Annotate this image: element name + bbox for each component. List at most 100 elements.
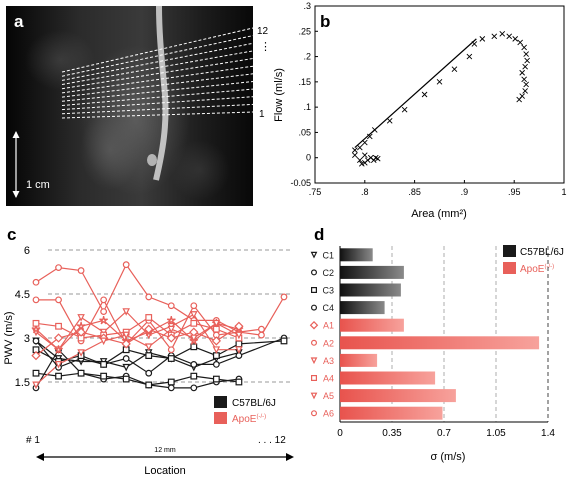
data-point xyxy=(167,346,175,354)
series-line xyxy=(35,316,240,339)
data-point xyxy=(352,152,358,159)
panel-a: a 12 ⋮ 1 1 cm xyxy=(6,6,271,206)
plot-frame-b xyxy=(314,5,565,184)
category-label: C4 xyxy=(322,303,334,313)
data-point xyxy=(471,41,478,47)
category-label: A6 xyxy=(323,409,334,419)
data-point xyxy=(190,372,198,380)
category-marker-icon xyxy=(309,320,319,330)
y-tick-label-c: 1.5 xyxy=(15,377,30,389)
data-point xyxy=(235,378,243,386)
y-tick-label-c: 6 xyxy=(24,245,30,257)
legend-swatch-apoe-d xyxy=(503,262,516,274)
legend-c: C57BL/6J ApoE(-/-) xyxy=(214,396,276,425)
data-point xyxy=(491,33,498,40)
data-point xyxy=(166,315,176,325)
data-point xyxy=(122,363,130,372)
grid-c: 1.5 3 4.5 6 xyxy=(15,245,292,389)
data-point xyxy=(167,378,175,386)
y-tick-label-b: 0 xyxy=(306,153,311,163)
scale-bar-label: 1 cm xyxy=(26,179,50,191)
x-tick-label-b: .85 xyxy=(408,187,421,197)
aorta-vessel xyxy=(153,6,169,181)
data-point xyxy=(524,57,530,64)
panel-b: b .75 .8 .85 .9 .95 1 -0.05 0 .05 .1 .15 .2 .25 .3 Ar… xyxy=(273,1,567,220)
data-point xyxy=(76,327,86,337)
data-point xyxy=(357,144,363,151)
data-point xyxy=(145,381,153,389)
category-label: A1 xyxy=(323,321,334,331)
bar xyxy=(340,353,378,367)
data-point xyxy=(167,355,175,362)
y-tick-label-b: .05 xyxy=(298,127,311,137)
data-point xyxy=(190,361,198,368)
slice-line xyxy=(61,73,254,98)
data-point xyxy=(77,267,85,274)
data-point xyxy=(167,384,175,392)
data-point xyxy=(32,296,40,304)
category-marker-icon xyxy=(310,357,318,365)
data-point xyxy=(32,319,40,327)
data-point xyxy=(121,339,131,349)
legend-swatch-control-c xyxy=(214,396,227,408)
location-start-label: # 1 xyxy=(26,435,40,446)
category-marker-icon xyxy=(311,287,318,294)
legend-d: C57BL/6J ApoE(-/-) xyxy=(503,245,564,275)
data-point xyxy=(145,369,153,377)
data-point xyxy=(401,106,408,113)
category-label: A4 xyxy=(323,374,334,384)
slice-line xyxy=(61,96,254,111)
data-point xyxy=(234,321,244,331)
distance-arrow xyxy=(36,453,294,461)
y-tick-label-b: .2 xyxy=(303,52,311,62)
x-tick-label-d: 0.35 xyxy=(382,428,402,439)
data-point xyxy=(280,293,288,301)
y-axis-label-b: Flow (ml/s) xyxy=(273,68,285,122)
location-end-label: . . . 12 xyxy=(258,435,286,446)
y-tick-label-b: -0.05 xyxy=(290,178,311,188)
x-tick-label-d: 0 xyxy=(337,428,343,439)
slice-line xyxy=(61,88,254,106)
data-point xyxy=(77,369,85,377)
data-point xyxy=(521,44,527,51)
data-point xyxy=(190,334,198,343)
data-point xyxy=(32,381,40,390)
data-point xyxy=(100,372,108,380)
bar xyxy=(340,248,373,262)
data-point xyxy=(280,337,288,345)
data-point xyxy=(55,264,62,272)
data-point xyxy=(211,336,222,346)
data-point xyxy=(32,369,40,377)
legend-label-apoe-c: ApoE(-/-) xyxy=(232,414,266,425)
slice-label-1: 1 xyxy=(259,109,265,120)
category-label: C1 xyxy=(322,250,334,260)
series-line xyxy=(35,322,240,386)
data-point xyxy=(235,340,243,348)
panel-c: c 1.534.56 PWV (m/s) C57BL/6J ApoE(-/-) … xyxy=(3,225,294,477)
panel-label-b: b xyxy=(320,12,330,31)
data-point xyxy=(31,324,41,334)
y-tick-label-b: .25 xyxy=(298,26,311,36)
data-point xyxy=(55,322,62,330)
data-marks-b xyxy=(352,30,530,167)
data-point xyxy=(190,319,198,327)
data-point xyxy=(32,278,40,286)
data-point xyxy=(212,375,220,383)
data-point xyxy=(523,81,529,88)
data-point xyxy=(54,345,63,354)
data-point xyxy=(122,375,130,383)
data-point xyxy=(235,346,243,354)
data-point xyxy=(516,96,522,103)
x-tick-label-d: 1.05 xyxy=(486,428,506,439)
bar xyxy=(340,283,401,297)
axis-ticks-b: .75 .8 .85 .9 .95 1 -0.05 0 .05 .1 .15 .2 .25 .3 xyxy=(290,1,566,197)
data-point xyxy=(167,302,175,310)
data-point xyxy=(212,361,220,368)
data-point xyxy=(358,160,365,167)
data-point xyxy=(122,355,130,362)
panel-label-c: c xyxy=(7,225,16,244)
panel-label-d: d xyxy=(314,225,324,244)
scale-bar xyxy=(12,131,20,198)
data-point xyxy=(145,352,153,359)
